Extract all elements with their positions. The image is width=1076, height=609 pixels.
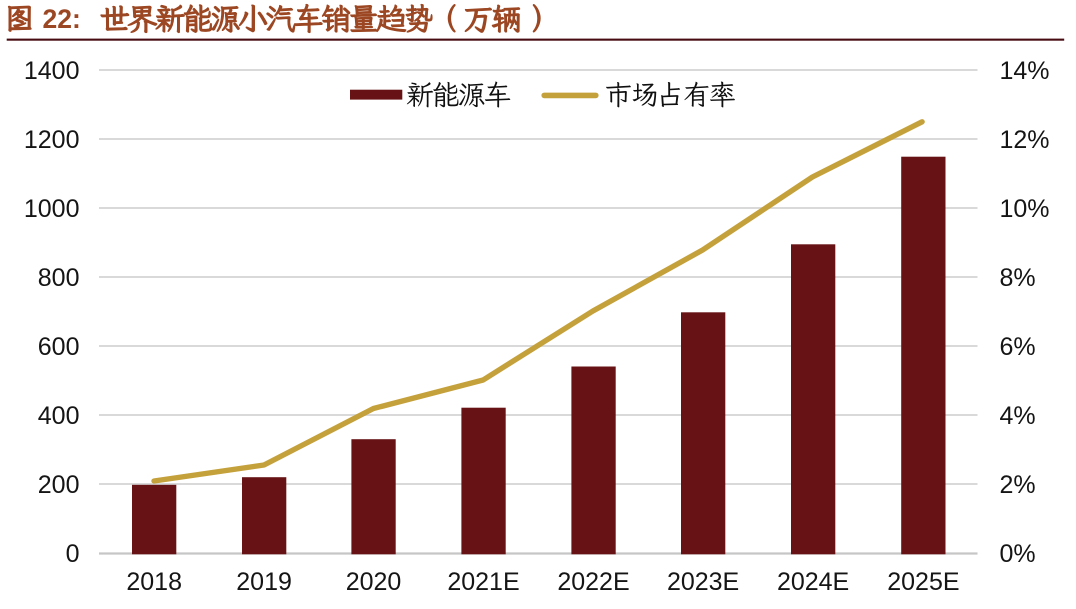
svg-text:12%: 12%	[1000, 126, 1050, 154]
svg-text:22:: 22:	[43, 4, 81, 34]
svg-text:2019: 2019	[236, 568, 292, 596]
svg-text:0: 0	[66, 540, 80, 568]
svg-text:400: 400	[38, 402, 80, 430]
svg-text:1400: 1400	[24, 57, 80, 85]
svg-text:200: 200	[38, 471, 80, 499]
svg-text:8%: 8%	[1000, 264, 1036, 292]
svg-text:2024E: 2024E	[777, 568, 849, 596]
svg-text:800: 800	[38, 264, 80, 292]
svg-text:2020: 2020	[346, 568, 402, 596]
svg-text:2025E: 2025E	[887, 568, 959, 596]
svg-text:2022E: 2022E	[557, 568, 629, 596]
svg-text:4%: 4%	[1000, 402, 1036, 430]
svg-text:10%: 10%	[1000, 195, 1050, 223]
svg-text:2018: 2018	[126, 568, 182, 596]
svg-text:1200: 1200	[24, 126, 80, 154]
svg-text:14%: 14%	[1000, 57, 1050, 85]
svg-text:2023E: 2023E	[667, 568, 739, 596]
svg-text:2%: 2%	[1000, 471, 1036, 499]
svg-text:6%: 6%	[1000, 333, 1036, 361]
svg-text:1000: 1000	[24, 195, 80, 223]
svg-text:2021E: 2021E	[447, 568, 519, 596]
svg-text:600: 600	[38, 333, 80, 361]
svg-text:0%: 0%	[1000, 540, 1036, 568]
